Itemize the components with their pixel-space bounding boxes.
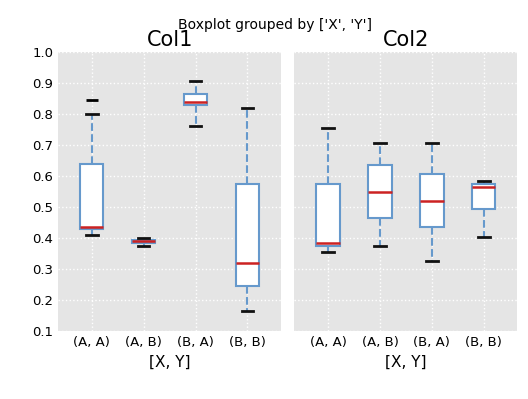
PathPatch shape: [420, 174, 444, 227]
PathPatch shape: [80, 164, 103, 229]
PathPatch shape: [472, 184, 495, 209]
X-axis label: [X, Y]: [X, Y]: [385, 355, 427, 369]
Title: Col2: Col2: [383, 30, 429, 50]
PathPatch shape: [235, 184, 259, 286]
PathPatch shape: [316, 184, 340, 246]
PathPatch shape: [184, 94, 207, 105]
Title: Col1: Col1: [146, 30, 193, 50]
Text: Boxplot grouped by ['X', 'Y']: Boxplot grouped by ['X', 'Y']: [177, 18, 372, 32]
PathPatch shape: [132, 240, 155, 243]
X-axis label: [X, Y]: [X, Y]: [149, 355, 190, 369]
PathPatch shape: [369, 165, 392, 218]
